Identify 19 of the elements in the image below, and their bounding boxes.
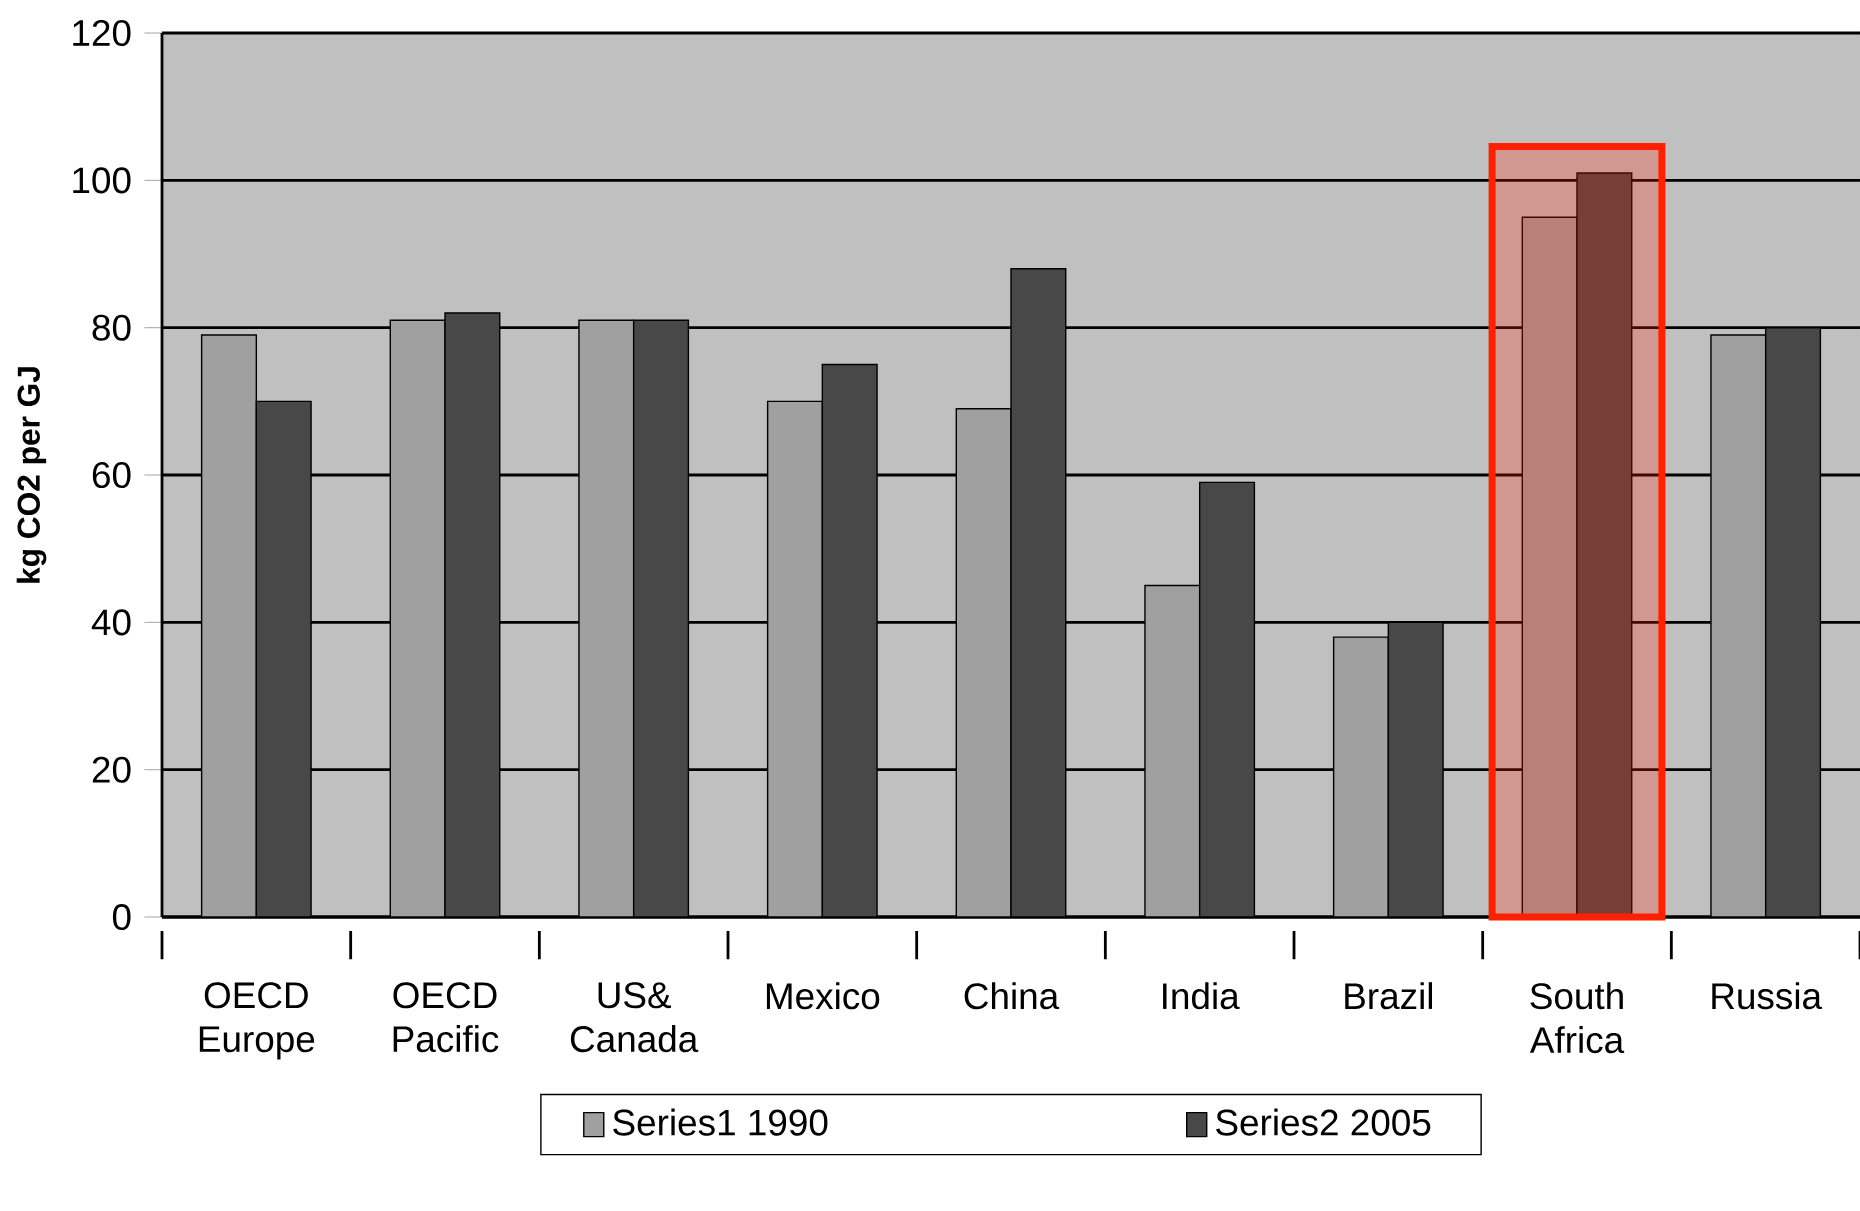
x-tick-label: Russia [1712,982,1823,1010]
x-tick-label: OECD Pacific [393,982,499,1053]
x-tick-label: South Africa [1529,982,1625,1054]
x-tick-label: Mexico [766,982,880,1010]
y-axis-title: kg CO2 per GJ [16,367,47,583]
y-tick-label: 20 [92,756,131,783]
y-tick-label: 100 [73,167,131,194]
legend-label: Series2 2005 [1216,1108,1431,1136]
x-tick-label: China [964,982,1060,1010]
y-tick-label: 0 [112,903,131,931]
y-tick-label: 40 [91,609,131,636]
x-tick-label: Brazil [1345,982,1433,1010]
legend-label: Series1 1990 [613,1108,828,1136]
x-tick-label: OECD Europe [199,982,315,1060]
x-tick-label: India [1163,982,1240,1010]
y-tick-label: 60 [92,461,131,489]
y-tick-label: 80 [92,314,131,341]
y-tick-label: 120 [73,19,131,47]
x-tick-label: US& Canada [570,982,699,1053]
